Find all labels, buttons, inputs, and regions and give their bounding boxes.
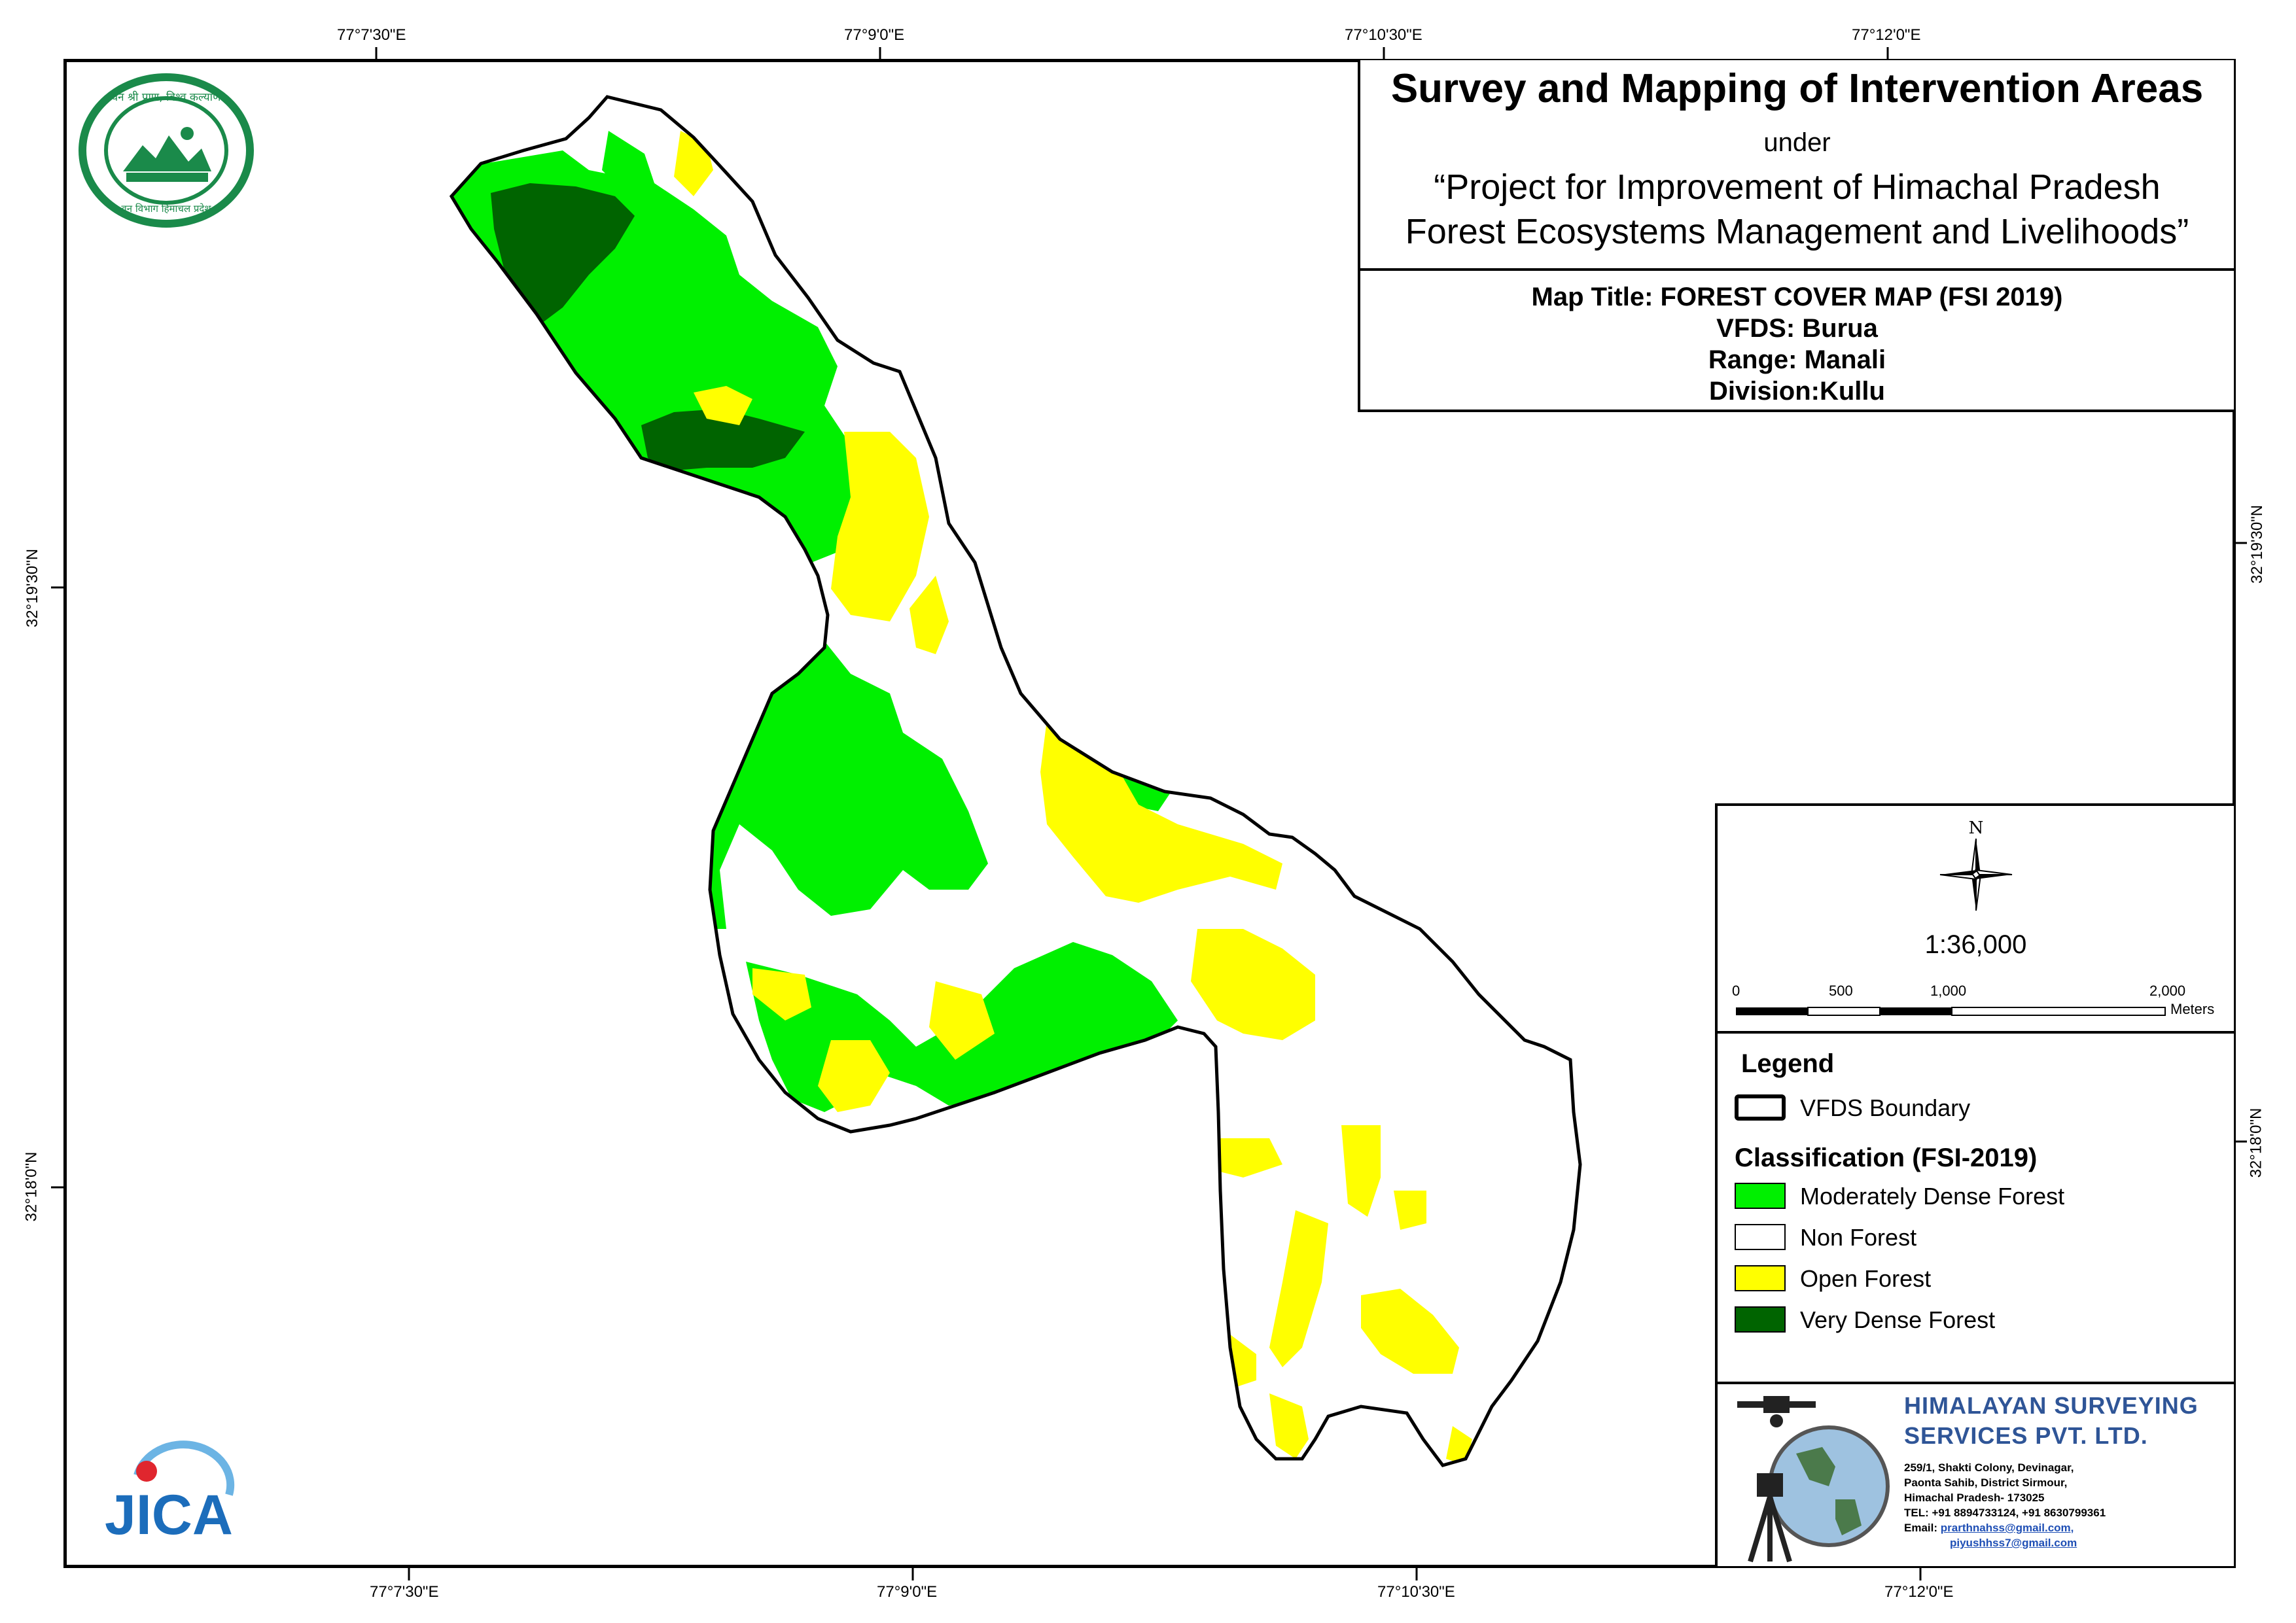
legend-swatch-very-dense [1735, 1306, 1786, 1333]
legend-swatch-moderately-dense [1735, 1183, 1786, 1209]
map-title: Map Title: FOREST COVER MAP (FSI 2019) [1531, 283, 2063, 311]
jica-text: JICA [105, 1484, 233, 1541]
legend-label-very-dense: Very Dense Forest [1800, 1306, 1996, 1333]
map-metadata: Map Title: FOREST COVER MAP (FSI 2019) V… [1360, 281, 2234, 407]
address-line-1: 259/1, Shakti Colony, Devinagar, [1904, 1461, 2074, 1474]
graticule-top-4: 77°12'0"E [1852, 26, 1921, 44]
graticule-right-1: 32°19'30"N [2248, 504, 2267, 584]
title-panel: Survey and Mapping of Intervention Areas… [1358, 60, 2234, 412]
scale-bar [1736, 1007, 2166, 1016]
graticule-top-3: 77°10'30"E [1345, 26, 1422, 44]
company-logo [1737, 1396, 1890, 1563]
address-line-2: Paonta Sahib, District Sirmour, [1904, 1476, 2068, 1489]
graticule-left-2: 32°18'0"N [22, 1151, 41, 1222]
north-label: N [1969, 819, 1984, 838]
company-name-line-2: SERVICES PVT. LTD. [1904, 1422, 2148, 1449]
side-panel: N 1:36,000 0 500 1,000 2,000 Meters Lege… [1715, 803, 2234, 1566]
graticule-top-1: 77°7'30"E [337, 26, 406, 44]
legend-swatch-non-forest [1735, 1224, 1786, 1250]
scale-tick-1000: 1,000 [1930, 983, 1967, 999]
legend-boundary-label: VFDS Boundary [1800, 1094, 1971, 1121]
legend-label-moderately-dense: Moderately Dense Forest [1800, 1183, 2065, 1210]
company-email-row-2: piyushhss7@gmail.com [1904, 1535, 2106, 1550]
range-name: Range: Manali [1708, 345, 1886, 374]
graticule-top-2: 77°9'0"E [844, 26, 905, 44]
legend-boundary-swatch [1735, 1094, 1786, 1121]
legend-swatch-open-forest [1735, 1265, 1786, 1291]
forest-department-logo: वन श्री प्राण, विश्व कल्याण वन विभाग हिम… [79, 73, 254, 228]
company-tel: TEL: +91 8894733124, +91 8630799361 [1904, 1507, 2106, 1519]
scale-tick-2000: 2,000 [2149, 983, 2186, 999]
scale-tick-500: 500 [1829, 983, 1853, 999]
email-link-1[interactable]: prarthnahss@gmail.com, [1940, 1522, 2074, 1534]
graticule-right-2: 32°18'0"N [2247, 1108, 2265, 1178]
address-line-3: Himachal Pradesh- 173025 [1904, 1492, 2045, 1504]
project-name: “Project for Improvement of Himachal Pra… [1360, 165, 2234, 254]
project-line-1: “Project for Improvement of Himachal Pra… [1434, 167, 2161, 207]
classification-title: Classification (FSI-2019) [1735, 1143, 2038, 1172]
scale-ratio: 1:36,000 [1924, 930, 2027, 959]
email-link-2[interactable]: piyushhss7@gmail.com [1950, 1537, 2077, 1549]
legend-label-non-forest: Non Forest [1800, 1224, 1917, 1251]
scale-unit: Meters [2170, 1001, 2215, 1017]
email-label: Email: [1904, 1522, 1938, 1534]
scale-legend-divider [1718, 1031, 2234, 1034]
vfds-boundary [449, 95, 1582, 1467]
division-name: Division:Kullu [1709, 377, 1885, 406]
company-name-line-1: HIMALAYAN SURVEYING [1904, 1392, 2199, 1419]
graticule-bottom-3: 77°10'30"E [1377, 1583, 1455, 1601]
graticule-bottom-2: 77°9'0"E [877, 1583, 938, 1601]
company-address: 259/1, Shakti Colony, Devinagar, Paonta … [1904, 1460, 2106, 1550]
legend-label-open-forest: Open Forest [1800, 1265, 1932, 1292]
very-dense-forest-patches [491, 183, 805, 471]
logo-top-text: वन श्री प्राण, विश्व कल्याण [112, 90, 221, 104]
company-email-row: Email: prarthnahss@gmail.com, [1904, 1520, 2106, 1535]
title-divider [1360, 268, 2234, 271]
main-title: Survey and Mapping of Intervention Areas [1390, 66, 2204, 111]
vfds-name: VFDS: Burua [1716, 314, 1878, 343]
logo-bottom-text: वन विभाग हिमाचल प्रदेश [121, 203, 211, 215]
north-arrow-icon: N [1939, 819, 2013, 911]
project-line-2: Forest Ecosystems Management and Livelih… [1405, 212, 2189, 251]
legend-company-divider [1718, 1382, 2234, 1384]
graticule-ticks [51, 47, 2247, 1580]
under-text: under [1763, 128, 1831, 157]
graticule-bottom-1: 77°7'30"E [370, 1583, 439, 1601]
scale-tick-0: 0 [1732, 983, 1740, 999]
legend-title: Legend [1741, 1049, 1835, 1078]
jica-logo: JICA [105, 1440, 235, 1541]
graticule-bottom-4: 77°12'0"E [1884, 1583, 1954, 1601]
graticule-left-1: 32°19'30"N [24, 548, 42, 628]
